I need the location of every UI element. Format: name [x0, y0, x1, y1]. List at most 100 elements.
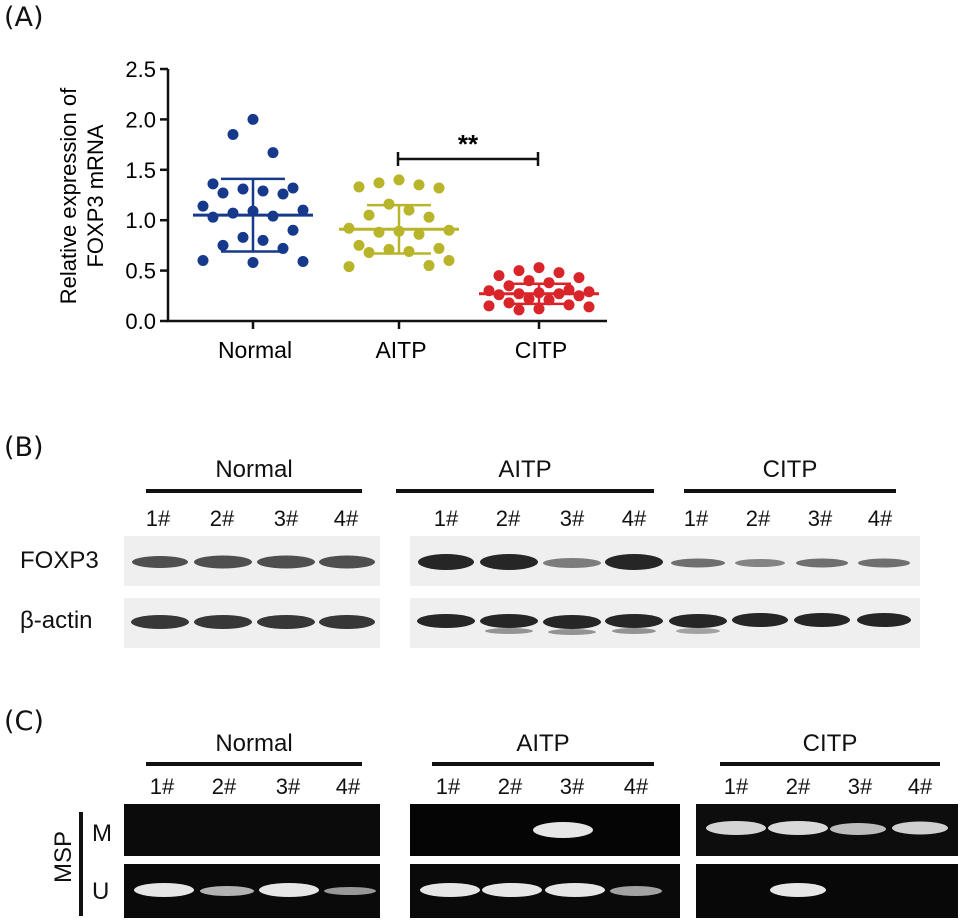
data-point: [523, 275, 535, 287]
panel-label-a: (A): [4, 2, 44, 33]
data-point: [287, 182, 299, 194]
data-point: [373, 226, 385, 238]
wb-lane-label: 4#: [333, 506, 359, 531]
wb-group-label-citp: CITP: [762, 456, 818, 483]
msp-side-label: MSP: [50, 831, 77, 884]
wb-lane-label: 3#: [559, 506, 585, 531]
data-point: [363, 209, 375, 221]
data-point: [217, 239, 229, 251]
y-tick-label: 1.0: [125, 208, 156, 233]
data-point: [433, 242, 445, 254]
y-axis: 0.0 0.5 1.0 1.5 2.0 2.5: [125, 57, 170, 334]
data-point: [247, 113, 259, 125]
data-point: [443, 224, 455, 236]
y-axis-label-line2: FOXP3 mRNA: [83, 124, 108, 267]
x-axis: Normal AITP CITP: [167, 319, 607, 363]
data-point: [423, 260, 435, 272]
msp-lane-label: 1#: [149, 774, 175, 799]
wb-lane-label: 2#: [745, 506, 771, 531]
data-point: [413, 179, 425, 191]
msp-lane-label: 2#: [785, 774, 811, 799]
y-tick-label: 2.0: [125, 107, 156, 132]
wb-lane-label: 1#: [145, 506, 171, 531]
wb-blot-actin-aitp-citp: [410, 598, 920, 648]
data-point: [493, 270, 505, 282]
wb-group-label-aitp: AITP: [498, 456, 552, 483]
msp-row-label-m: M: [92, 820, 112, 847]
data-point: [493, 289, 505, 301]
data-point: [237, 183, 249, 195]
wb-row-label-beta-actin: β-actin: [20, 607, 93, 634]
wb-lane-label: 4#: [621, 506, 647, 531]
data-point: [363, 246, 375, 258]
wb-lane-label: 3#: [273, 506, 299, 531]
data-point: [257, 234, 269, 246]
data-point: [373, 177, 385, 189]
msp-group-bar-aitp: [432, 762, 654, 766]
data-point: [197, 200, 209, 212]
data-point: [207, 178, 219, 190]
data-point: [353, 181, 365, 193]
msp-lane-label: 2#: [497, 774, 523, 799]
msp-group-bar-citp: [720, 762, 940, 766]
y-tick-label: 0.5: [125, 259, 156, 284]
msp-group-label-citp: CITP: [802, 730, 858, 757]
series-aitp: [339, 174, 459, 273]
plot-area: [193, 113, 599, 316]
data-point: [533, 262, 545, 274]
data-point: [207, 211, 219, 223]
data-point: [503, 297, 515, 309]
data-point: [433, 182, 445, 194]
data-point: [297, 204, 309, 216]
msp-group-label-normal: Normal: [215, 730, 293, 757]
wb-blot-actin-normal: [124, 598, 380, 648]
x-tick-label-aitp: AITP: [375, 337, 426, 363]
data-point: [513, 288, 525, 300]
series-citp: [479, 262, 599, 316]
wb-lane-label: 2#: [209, 506, 235, 531]
data-point: [543, 277, 555, 289]
foxp3-mrna-scatter-chart: 0.0 0.5 1.0 1.5 2.0 2.5 Normal AITP CITP Relati…: [56, 57, 607, 363]
data-point: [383, 243, 395, 255]
y-axis-label-line1: Relative expression of: [56, 87, 81, 304]
msp-row-label-u: U: [92, 878, 110, 905]
msp-group-label-aitp: AITP: [516, 730, 570, 757]
y-tick-label: 0.0: [125, 309, 156, 334]
wb-group-bar-aitp: [396, 489, 654, 493]
msp-gel-u-citp: [696, 864, 958, 918]
msp-gel-u-aitp: [410, 864, 680, 918]
x-tick-label-citp: CITP: [515, 337, 567, 363]
data-point: [503, 280, 515, 292]
data-point: [247, 205, 259, 217]
data-point: [383, 198, 395, 210]
msp-group-bar-normal: [146, 762, 362, 766]
data-point: [257, 185, 269, 197]
msp-side-bracket: [79, 812, 83, 916]
data-point: [553, 267, 565, 279]
data-point: [573, 272, 585, 284]
msp-gel-m-normal: [124, 804, 380, 856]
data-point: [563, 299, 575, 311]
wb-blot-foxp3-normal: [124, 536, 380, 586]
msp-lane-label: 3#: [275, 774, 301, 799]
panel-label-b: (B): [4, 432, 44, 463]
data-point: [443, 255, 455, 267]
data-point: [393, 174, 405, 186]
significance-marker: **: [458, 129, 479, 159]
data-point: [277, 242, 289, 254]
msp-lane-label: 1#: [435, 774, 461, 799]
data-point: [583, 301, 595, 313]
wb-row-label-foxp3: FOXP3: [20, 547, 99, 574]
data-point: [553, 288, 565, 300]
wb-blot-foxp3-aitp-citp: [410, 536, 920, 586]
series-normal: [193, 113, 313, 269]
data-point: [563, 284, 575, 296]
msp-lane-label: 3#: [847, 774, 873, 799]
wb-lane-label: 4#: [867, 506, 893, 531]
data-point: [267, 210, 279, 222]
data-point: [513, 265, 525, 277]
wb-group-bar-citp: [684, 489, 896, 493]
msp-gel-m-aitp: [410, 804, 680, 856]
data-point: [483, 285, 495, 297]
data-point: [583, 286, 595, 298]
